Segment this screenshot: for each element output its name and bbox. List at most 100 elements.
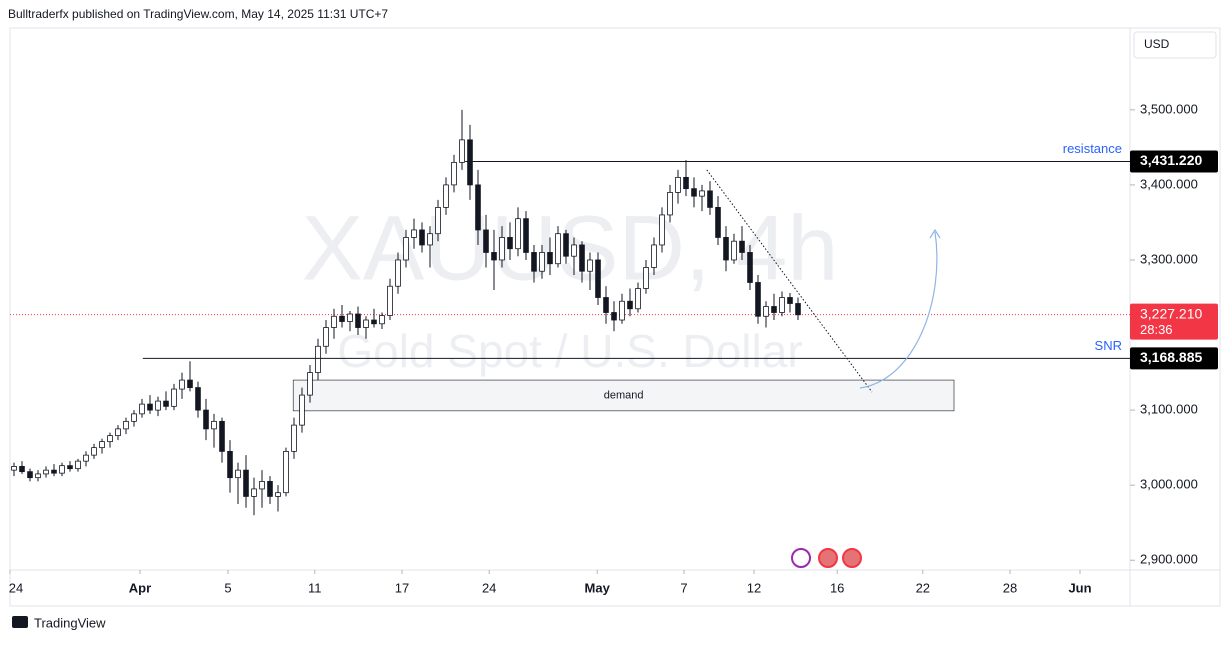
candle-body [27,471,33,479]
candle-body [411,229,417,238]
candle-body [275,492,281,497]
candle-body [419,229,425,246]
level-label: SNR [1095,338,1122,353]
candle-body [659,214,665,246]
x-tick-label: 11 [308,580,322,595]
candle-body [555,233,561,265]
y-tick-label: 3,500.000 [1140,101,1198,116]
candle-body [195,387,201,411]
candle-body [475,184,481,231]
candle-body [427,233,433,246]
level-box [1130,347,1218,370]
event-icon[interactable] [842,548,862,568]
candle-body [171,388,177,407]
candle-body [747,252,753,283]
candle-body [267,481,273,497]
candle-body [43,469,49,475]
candle-body [179,379,185,390]
candle-body [363,319,369,328]
candle-body [235,469,241,479]
last-price-label: 3,227.210 [1140,305,1202,321]
candle-body [155,400,161,411]
candle-body [523,218,529,253]
candle-body [163,400,169,407]
x-tick-label: 7 [680,580,687,595]
brand: TradingView [34,615,106,630]
candle-body [91,447,97,456]
candle-body [299,394,305,426]
candle-body [611,312,617,321]
candle-body [323,327,329,347]
candle-body [403,237,409,261]
level-value: 3,431.220 [1140,152,1202,168]
event-icon[interactable] [791,548,811,568]
candle-body [515,218,521,250]
candle-body [19,466,25,473]
countdown: 28:36 [1140,322,1173,337]
candle-body [243,469,249,497]
candle-body [787,297,793,304]
candle-body [251,488,257,497]
currency: USD [1144,37,1170,51]
candle-body [563,233,569,257]
x-tick-label: 24 [9,580,23,595]
candle-body [35,473,41,479]
frame [9,27,1221,607]
x-tick-label: May [585,580,611,595]
candle-body [331,315,337,328]
event-icon[interactable] [818,548,838,568]
candle-body [395,259,401,287]
candle-body [379,315,385,325]
candle-body [715,207,721,238]
candle-body [547,252,553,265]
candle-body [139,403,145,415]
candle-body [451,161,457,186]
candle-body [387,285,393,316]
candle-body [723,237,729,261]
x-tick-label: Apr [129,580,151,595]
candle-body [691,188,697,197]
candle-body [603,297,609,313]
candle-body [507,237,513,250]
candle-body [291,424,297,452]
candle-body [539,252,545,272]
candle-body [59,465,65,474]
candle-body [371,319,377,325]
candle-body [123,420,129,430]
candle-body [771,306,777,313]
x-tick-label: 22 [916,580,930,595]
y-tick-label: 3,400.000 [1140,176,1198,191]
candle-body [107,435,113,443]
publisher: Bulltraderfx published on TradingView.co… [8,7,388,21]
demand-zone [292,379,955,412]
arrow [859,231,938,389]
candle-body [579,244,585,272]
candle-body [483,229,489,253]
arrow-head [929,228,941,239]
candle-body [307,372,313,396]
candle-body [67,465,73,470]
candle-body [595,259,601,298]
candle-body [443,184,449,208]
candle-body [147,403,153,411]
candle-body [491,252,497,261]
y-tick-label: 3,000.000 [1140,477,1198,492]
y-tick-label: 2,900.000 [1140,552,1198,567]
logo [12,616,28,628]
currency-box[interactable] [1133,31,1217,59]
candle-body [259,481,265,490]
candle-body [667,192,673,216]
candle-body [115,428,121,437]
candle-body [131,413,137,422]
x-tick-label: 16 [830,580,844,595]
candle-body [467,139,473,186]
candle-body [51,469,57,474]
x-tick-label: Jun [1068,580,1091,595]
candle-body [219,420,225,452]
candle-body [643,267,649,289]
candle-body [795,303,801,316]
candle-body [227,450,233,479]
level-box [1130,150,1218,173]
